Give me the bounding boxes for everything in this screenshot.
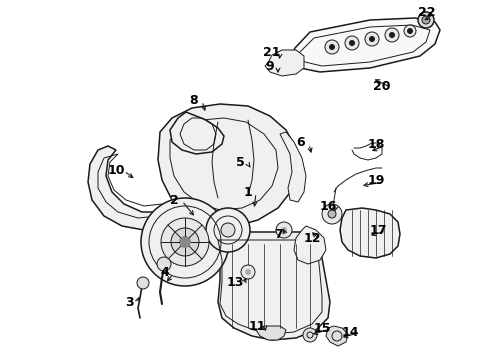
Circle shape [276, 222, 292, 238]
Circle shape [389, 32, 395, 38]
Circle shape [329, 44, 335, 50]
Circle shape [161, 218, 209, 266]
Text: 3: 3 [124, 296, 133, 309]
Circle shape [345, 36, 359, 50]
Circle shape [322, 204, 342, 224]
Circle shape [325, 40, 339, 54]
Text: 12: 12 [303, 233, 321, 246]
Circle shape [418, 12, 434, 28]
Text: 2: 2 [170, 194, 178, 207]
Text: 7: 7 [273, 229, 282, 242]
Circle shape [179, 236, 191, 248]
Circle shape [349, 40, 355, 46]
Polygon shape [340, 208, 400, 258]
Circle shape [369, 36, 375, 42]
Text: 15: 15 [313, 321, 331, 334]
Polygon shape [238, 128, 292, 168]
Polygon shape [256, 326, 286, 340]
Polygon shape [265, 50, 304, 76]
Text: 16: 16 [319, 199, 337, 212]
Text: 11: 11 [248, 320, 266, 333]
Text: 9: 9 [266, 59, 274, 72]
Text: 19: 19 [368, 175, 385, 188]
Text: 21: 21 [263, 46, 281, 59]
Circle shape [303, 328, 317, 342]
Text: 14: 14 [341, 325, 359, 338]
Text: 6: 6 [296, 136, 305, 149]
Circle shape [422, 16, 430, 24]
Text: 20: 20 [373, 80, 391, 93]
Polygon shape [294, 226, 326, 264]
Text: 13: 13 [226, 276, 244, 289]
Polygon shape [88, 146, 176, 230]
Text: 5: 5 [236, 157, 245, 170]
Polygon shape [326, 326, 348, 346]
Text: 22: 22 [418, 5, 436, 18]
Polygon shape [170, 112, 224, 154]
Polygon shape [210, 232, 330, 340]
Circle shape [281, 227, 287, 233]
Circle shape [245, 269, 251, 275]
Circle shape [171, 228, 199, 256]
Circle shape [385, 28, 399, 42]
Polygon shape [158, 104, 298, 226]
Circle shape [221, 223, 235, 237]
Text: 8: 8 [190, 94, 198, 107]
Circle shape [206, 208, 250, 252]
Circle shape [404, 25, 416, 37]
Text: 18: 18 [368, 139, 385, 152]
Circle shape [407, 28, 413, 34]
Circle shape [241, 265, 255, 279]
Circle shape [365, 32, 379, 46]
Text: 1: 1 [244, 185, 252, 198]
Text: 10: 10 [107, 163, 125, 176]
Circle shape [328, 210, 336, 218]
Polygon shape [280, 132, 306, 202]
Circle shape [141, 198, 229, 286]
Text: 17: 17 [369, 224, 387, 237]
Text: 4: 4 [161, 266, 170, 279]
Circle shape [157, 257, 171, 271]
Circle shape [137, 277, 149, 289]
Polygon shape [290, 18, 440, 72]
